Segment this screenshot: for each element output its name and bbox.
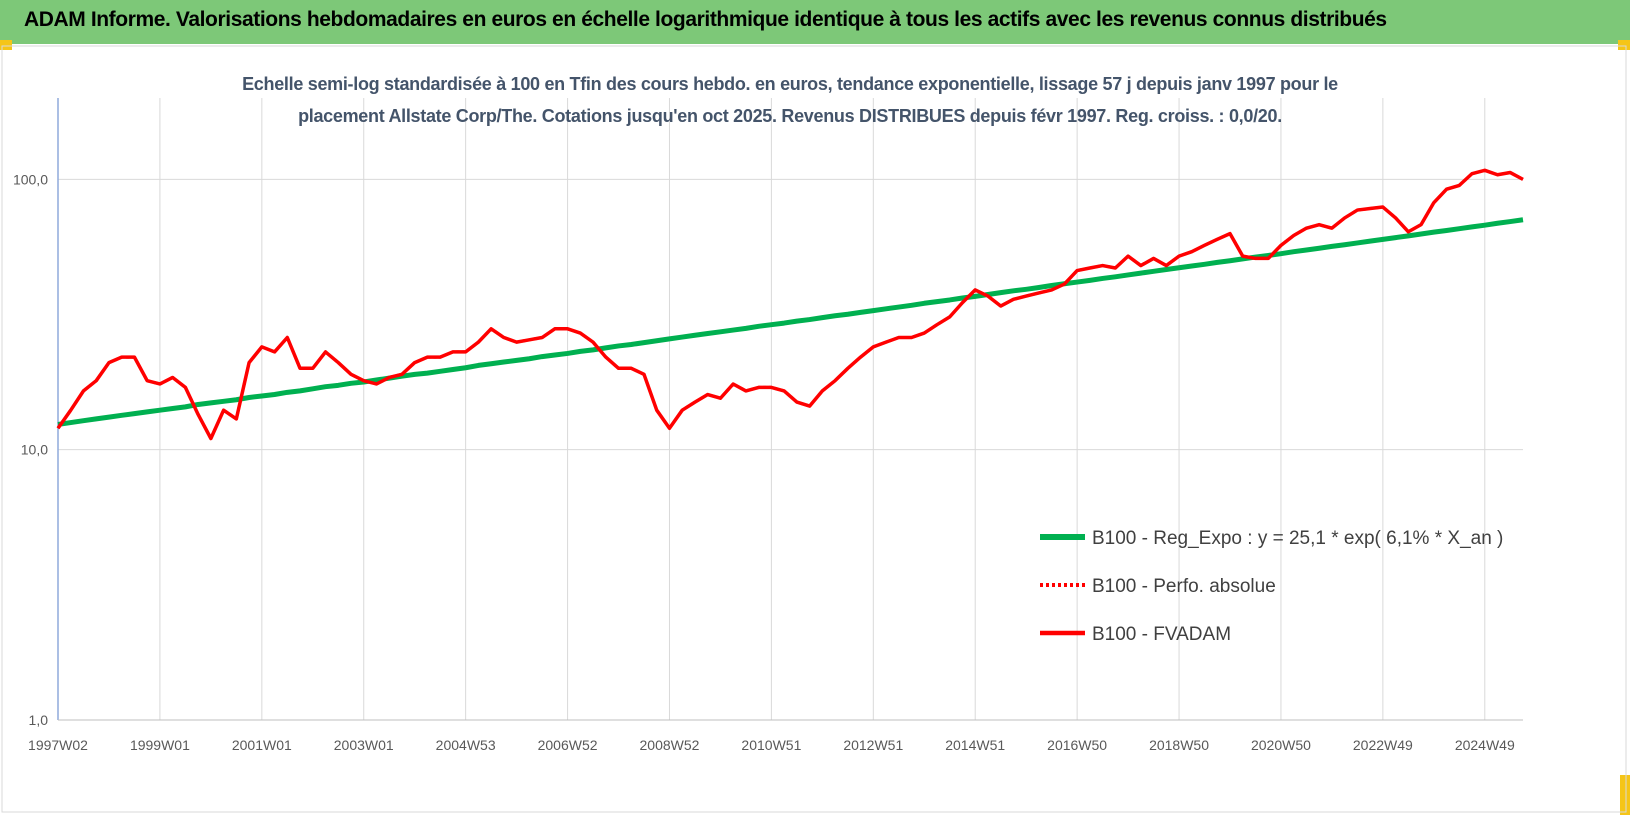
header-title: ADAM Informe. Valorisations hebdomadaire…: [24, 8, 1387, 31]
x-tick-label: 2006W52: [538, 737, 598, 753]
x-tick-label: 2018W50: [1149, 737, 1209, 753]
legend-label: B100 - Reg_Expo : y = 25,1 * exp( 6,1% *…: [1092, 528, 1503, 549]
series-line: [56, 168, 1524, 441]
x-tick-label: 1997W02: [28, 737, 88, 753]
legend-label: B100 - FVADAM: [1092, 624, 1231, 645]
x-tick-label: 2020W50: [1251, 737, 1311, 753]
y-tick-label: 100,0: [13, 171, 48, 187]
x-tick-label: 2022W49: [1353, 737, 1413, 753]
x-tick-label: 2003W01: [334, 737, 394, 753]
corner-mark: [1618, 40, 1630, 50]
x-tick-label: 2014W51: [945, 737, 1005, 753]
header-bar: ADAM Informe. Valorisations hebdomadaire…: [0, 0, 1630, 44]
x-tick-label: 1999W01: [130, 737, 190, 753]
series-line: [57, 217, 1524, 427]
x-tick-label: 2008W52: [640, 737, 700, 753]
chart-title: Echelle semi-log standardisée à 100 en T…: [242, 74, 1338, 126]
chart-border: [1, 45, 1627, 813]
y-tick-label: 10,0: [21, 442, 48, 458]
corner-mark: [0, 40, 12, 50]
x-tick-label: 2010W51: [741, 737, 801, 753]
x-tick-label: 2001W01: [232, 737, 292, 753]
x-tick-label: 2012W51: [843, 737, 903, 753]
legend-label: B100 - Perfo. absolue: [1092, 576, 1276, 597]
x-tick-label: 2004W53: [436, 737, 496, 753]
x-tick-label: 2024W49: [1455, 737, 1515, 753]
x-tick-label: 2016W50: [1047, 737, 1107, 753]
y-tick-label: 1,0: [29, 712, 49, 728]
corner-mark: [1620, 775, 1630, 815]
